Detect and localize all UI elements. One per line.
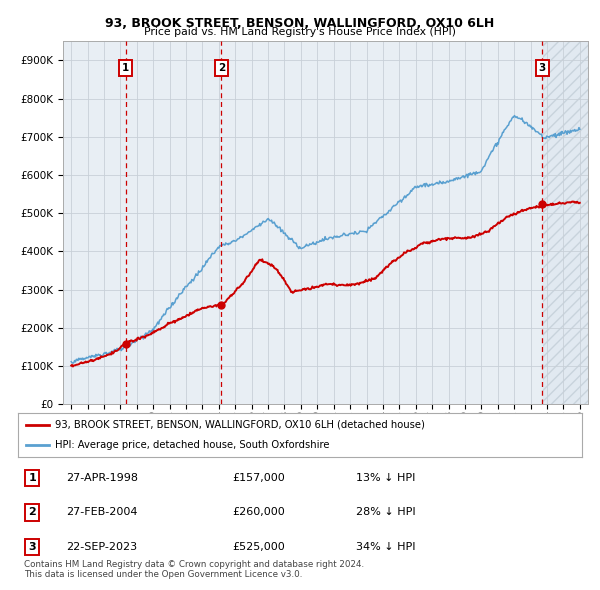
Text: 22-SEP-2023: 22-SEP-2023	[66, 542, 137, 552]
Text: 28% ↓ HPI: 28% ↓ HPI	[356, 507, 416, 517]
Bar	[543, 41, 588, 404]
Text: 2: 2	[218, 63, 225, 73]
Text: 34% ↓ HPI: 34% ↓ HPI	[356, 542, 416, 552]
Text: £260,000: £260,000	[232, 507, 285, 517]
Text: 93, BROOK STREET, BENSON, WALLINGFORD, OX10 6LH: 93, BROOK STREET, BENSON, WALLINGFORD, O…	[106, 17, 494, 30]
Text: 1: 1	[122, 63, 130, 73]
Text: 3: 3	[539, 63, 546, 73]
Bar	[543, 41, 588, 404]
Text: 93, BROOK STREET, BENSON, WALLINGFORD, OX10 6LH (detached house): 93, BROOK STREET, BENSON, WALLINGFORD, O…	[55, 420, 425, 430]
Text: 1: 1	[28, 473, 36, 483]
Text: 13% ↓ HPI: 13% ↓ HPI	[356, 473, 416, 483]
Text: HPI: Average price, detached house, South Oxfordshire: HPI: Average price, detached house, Sout…	[55, 440, 329, 450]
Text: 2: 2	[28, 507, 36, 517]
Text: £525,000: £525,000	[232, 542, 285, 552]
Text: Price paid vs. HM Land Registry's House Price Index (HPI): Price paid vs. HM Land Registry's House …	[144, 27, 456, 37]
Text: 27-FEB-2004: 27-FEB-2004	[66, 507, 137, 517]
Text: £157,000: £157,000	[232, 473, 285, 483]
Text: Contains HM Land Registry data © Crown copyright and database right 2024.
This d: Contains HM Land Registry data © Crown c…	[24, 560, 364, 579]
Text: 3: 3	[28, 542, 36, 552]
Text: 27-APR-1998: 27-APR-1998	[66, 473, 138, 483]
